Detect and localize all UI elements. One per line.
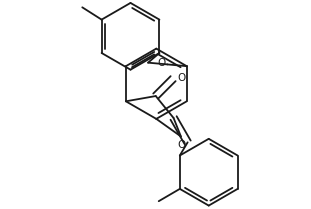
Text: O: O [157,58,165,68]
Text: O: O [178,140,186,150]
Text: O: O [177,73,185,83]
